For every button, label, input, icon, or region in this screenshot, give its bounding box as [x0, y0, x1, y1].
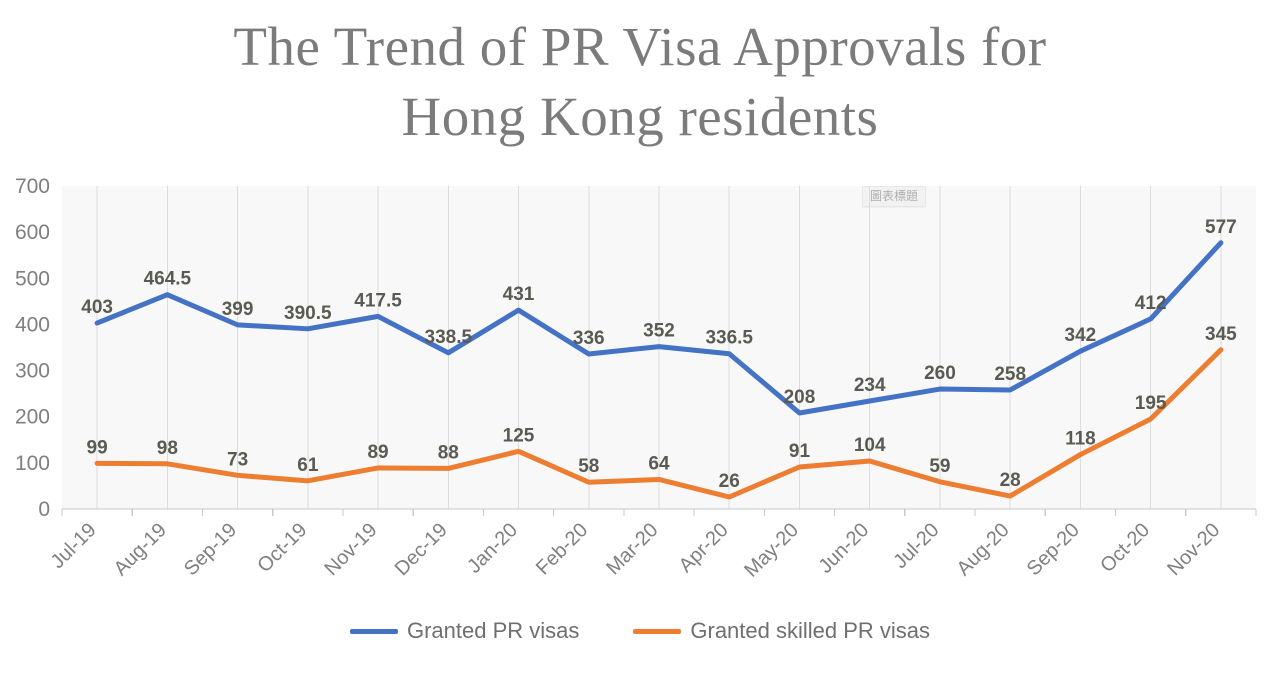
data-label: 342: [1065, 325, 1097, 346]
data-label: 336.5: [705, 328, 753, 349]
legend-item-label: Granted PR visas: [406, 618, 580, 643]
data-label: 59: [929, 456, 950, 477]
y-axis-tick-label: 700: [15, 175, 50, 198]
data-label: 208: [784, 387, 816, 408]
line-chart-plot: 0 100 200 300 400 500 600 700 Jul-19 Aug-19 Sep-1…: [15, 175, 1257, 582]
page-title: The Trend of PR Visa Approvals for Hong …: [233, 16, 1047, 148]
x-axis-tick-label: Aug-19: [110, 519, 171, 580]
data-label: 336: [573, 328, 605, 349]
data-label: 118: [1065, 429, 1096, 450]
legend-item-2[interactable]: Granted skilled PR visas: [633, 618, 930, 644]
x-axis-tick-label: May-20: [740, 519, 803, 582]
x-axis-tick-label: Aug-20: [953, 519, 1014, 580]
data-label: 28: [1000, 470, 1021, 491]
data-label: 89: [367, 442, 388, 463]
series-lines-layer: [94, 240, 1224, 500]
data-label: 195: [1135, 393, 1167, 414]
series-line-1[interactable]: [94, 240, 1224, 416]
data-label: 73: [227, 449, 248, 470]
data-label: 403: [81, 297, 113, 318]
x-axis-tick-label: Nov-20: [1163, 519, 1224, 580]
data-label: 345: [1205, 324, 1237, 345]
data-label: 390.5: [284, 303, 332, 324]
data-label: 64: [648, 453, 670, 474]
series-line-2[interactable]: [94, 347, 1224, 500]
axes-layer: [61, 508, 1257, 516]
legend-line-swatch-icon: [633, 628, 682, 634]
data-label: 61: [297, 455, 319, 476]
y-axis-tick-label: 0: [38, 498, 50, 521]
x-axis-tick-label: Feb-20: [532, 519, 592, 579]
data-label: 99: [87, 437, 108, 458]
x-axis-tick-label: Jul-20: [889, 519, 943, 573]
data-labels-layer: 403 464.5 399 390.5 417.5 338.5 431 336 352 336.5…: [81, 217, 1237, 492]
x-axis-tick-label: Oct-19: [253, 519, 311, 577]
chart-legend: Granted PR visas Granted skilled PR visas: [0, 618, 1280, 644]
x-axis-tick-label: Nov-19: [320, 519, 381, 580]
legend-line-swatch-icon: [349, 628, 398, 634]
data-label: 88: [438, 442, 459, 463]
data-label: 104: [854, 435, 886, 456]
data-label: 338.5: [425, 327, 473, 348]
data-label: 417.5: [354, 290, 402, 311]
y-axis-tick-label: 100: [15, 452, 50, 475]
data-label: 399: [222, 299, 254, 320]
data-label: 352: [643, 321, 675, 342]
x-axis-tick-label: Apr-20: [675, 519, 733, 577]
y-axis-tick-label: 200: [15, 406, 50, 429]
x-axis-tick-label: Mar-20: [602, 519, 662, 579]
data-label: 234: [854, 375, 886, 396]
x-axis-tick-label: Jan-20: [463, 519, 522, 578]
y-axis-tick-label: 300: [15, 360, 50, 383]
x-axis-tick-label: Jun-20: [814, 519, 873, 578]
data-label: 412: [1135, 293, 1167, 314]
y-axis-tick-label: 500: [15, 267, 50, 290]
data-label: 577: [1205, 217, 1237, 238]
x-axis-tick-label: Sep-20: [1023, 519, 1084, 580]
data-label: 26: [719, 471, 740, 492]
legend-item-label: Granted skilled PR visas: [690, 618, 931, 643]
data-label: 58: [578, 456, 599, 477]
data-label: 431: [503, 284, 535, 305]
data-label: 125: [503, 425, 535, 446]
y-axis-tick-label: 600: [15, 221, 50, 244]
x-axis-tick-label: Jul-19: [47, 519, 101, 573]
data-label: 464.5: [144, 269, 192, 290]
y-axis-tick-label: 400: [15, 313, 50, 336]
y-axis-tick-labels: 0 100 200 300 400 500 600 700: [15, 175, 50, 521]
gridlines-layer: [96, 186, 1222, 509]
data-label: 91: [789, 441, 811, 462]
legend-item-1[interactable]: Granted PR visas: [349, 618, 580, 644]
data-label: 258: [994, 364, 1026, 385]
x-axis-tick-label: Sep-19: [180, 519, 241, 580]
data-label: 98: [157, 438, 178, 459]
data-label: 260: [924, 363, 956, 384]
x-axis-tick-labels: Jul-19 Aug-19 Sep-19 Oct-19 Nov-19 Dec-19 Jan-…: [47, 519, 1225, 582]
x-axis-tick-label: Dec-19: [391, 519, 452, 580]
x-axis-tick-label: Oct-20: [1096, 519, 1154, 577]
